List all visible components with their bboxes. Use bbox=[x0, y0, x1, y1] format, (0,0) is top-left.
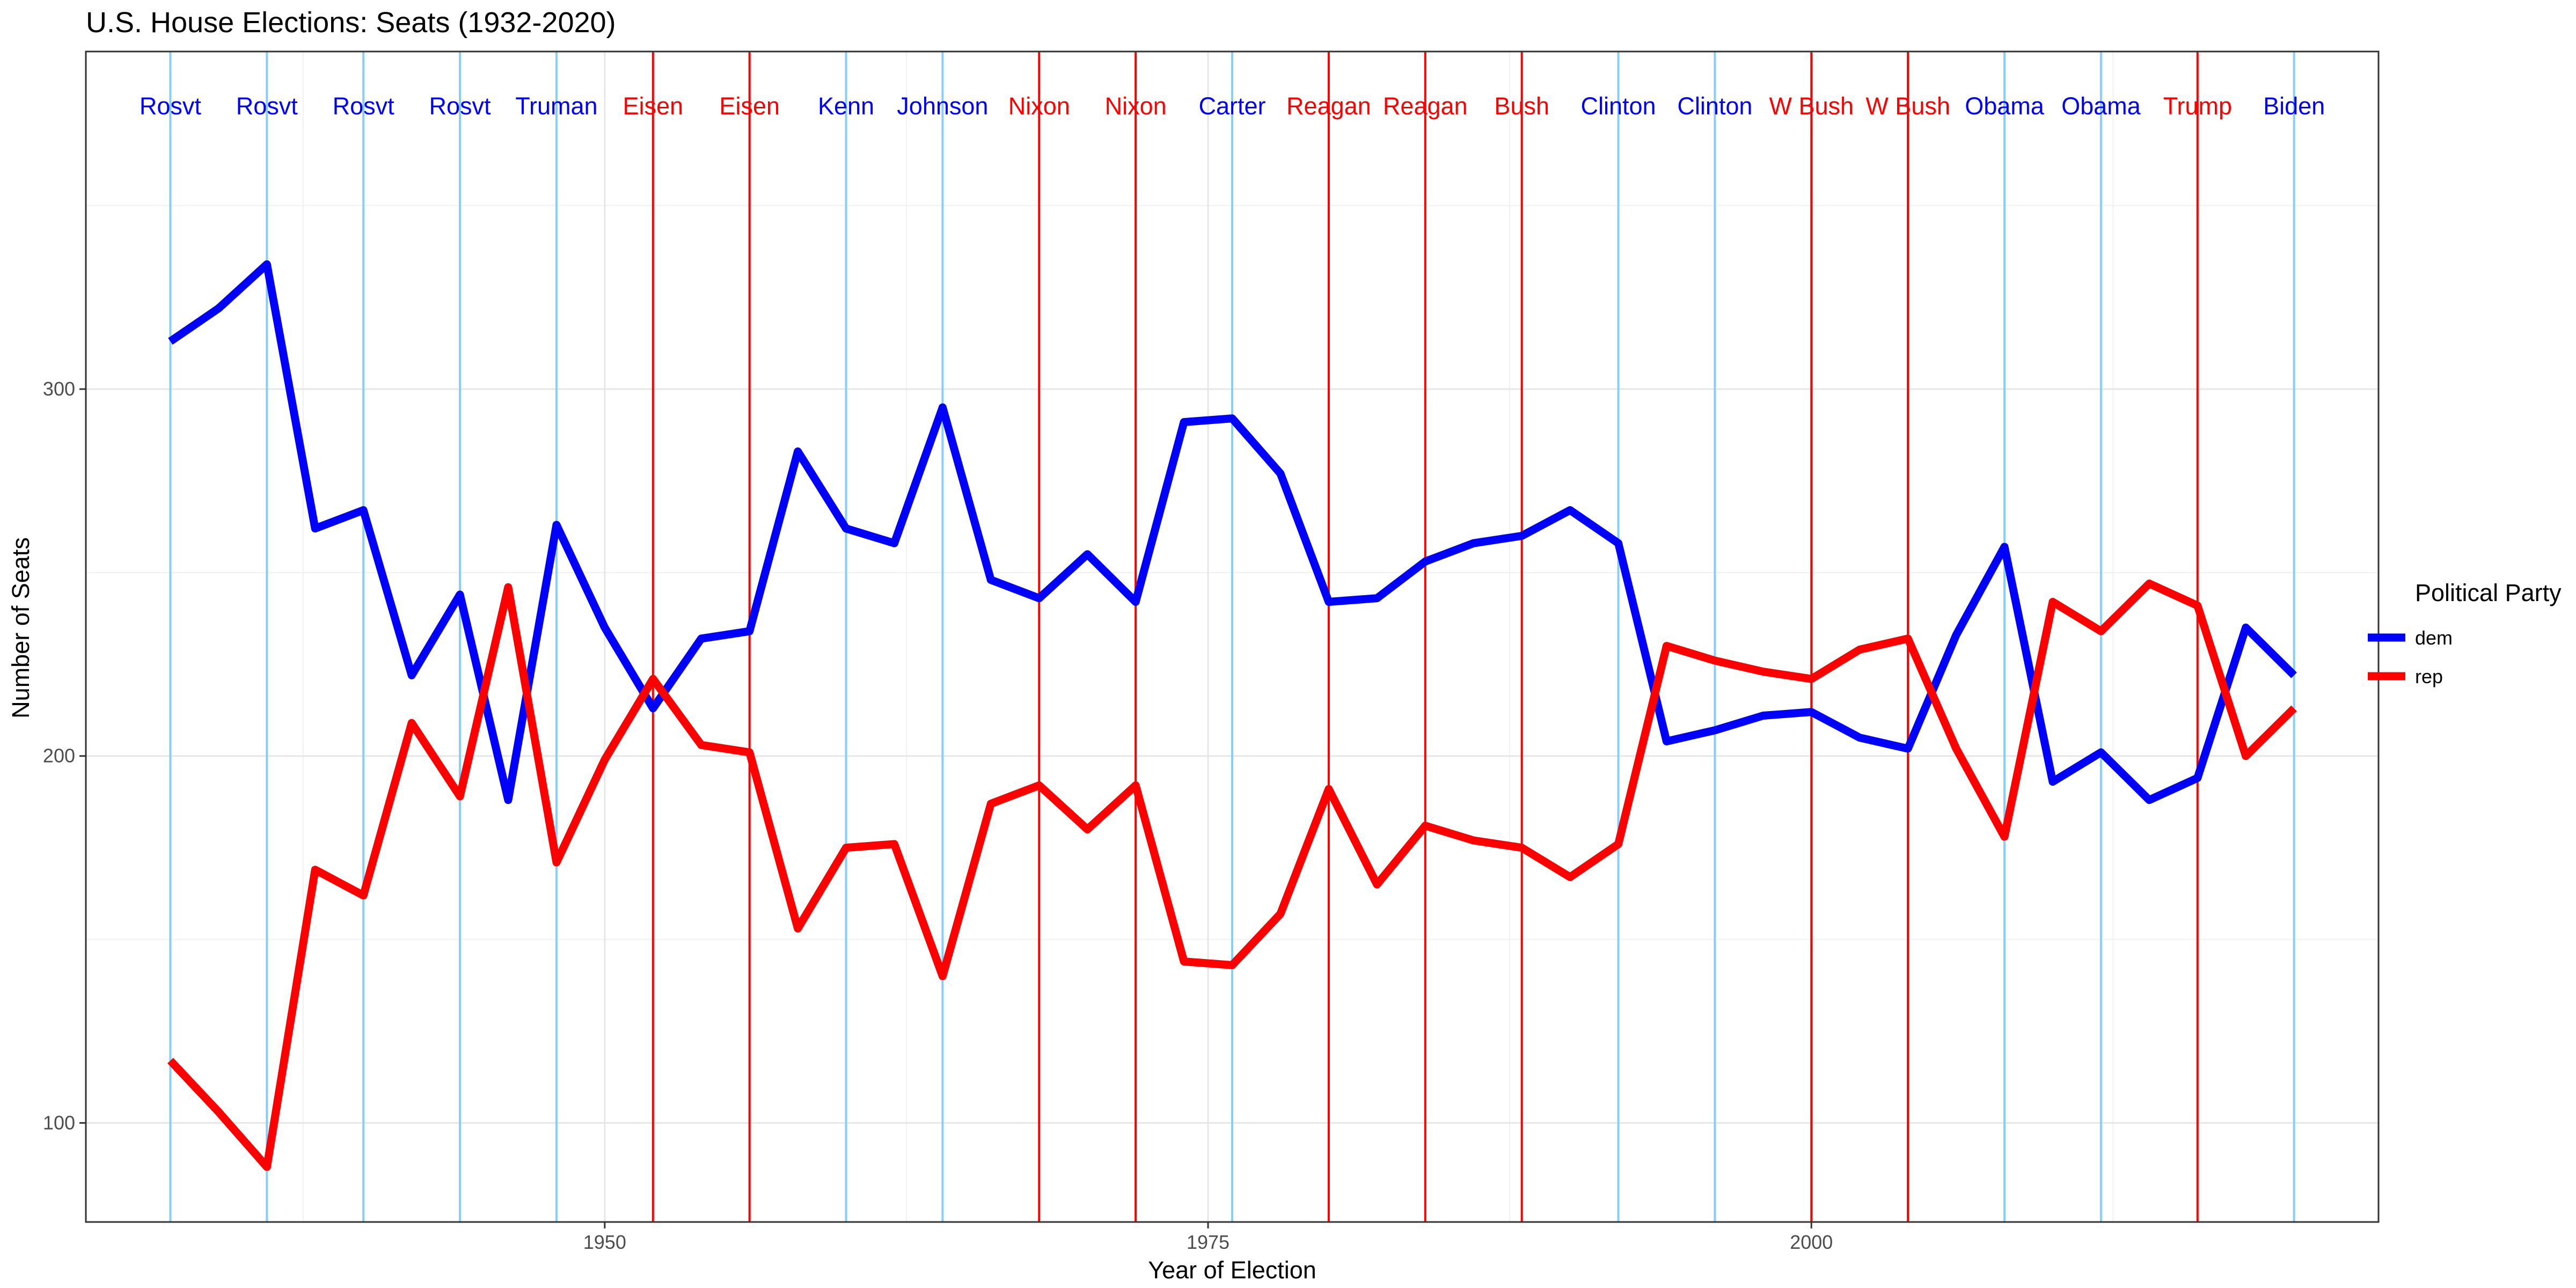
x-tick-label: 1975 bbox=[1187, 1231, 1230, 1253]
president-label-1988: Bush bbox=[1494, 92, 1549, 120]
president-label-1992: Clinton bbox=[1580, 92, 1656, 120]
president-label-2000: W Bush bbox=[1769, 92, 1854, 120]
axis-layer: 100 200 300 1950 1975 2000 bbox=[43, 378, 1833, 1253]
legend: Political Party dem rep bbox=[2368, 579, 2562, 687]
y-tick-label: 200 bbox=[43, 745, 75, 767]
president-label-1972: Nixon bbox=[1105, 92, 1167, 120]
president-label-2020: Biden bbox=[2263, 92, 2325, 120]
y-axis-title: Number of Seats bbox=[7, 537, 34, 719]
president-label-1968: Nixon bbox=[1008, 92, 1070, 120]
x-axis-title: Year of Election bbox=[1148, 1256, 1316, 1284]
president-label-2012: Obama bbox=[2061, 92, 2141, 120]
legend-label-dem: dem bbox=[2415, 627, 2453, 649]
president-label-2004: W Bush bbox=[1865, 92, 1950, 120]
y-tick-label: 100 bbox=[43, 1111, 75, 1133]
president-label-1948: Truman bbox=[515, 92, 597, 120]
x-tick-label: 1950 bbox=[583, 1231, 626, 1253]
president-labels: Rosvt Rosvt Rosvt Rosvt Truman Eisen Eisen Kenn… bbox=[140, 92, 2325, 120]
president-label-1984: Reagan bbox=[1383, 92, 1468, 120]
president-label-1980: Reagan bbox=[1286, 92, 1371, 120]
president-label-1952: Eisen bbox=[623, 92, 683, 120]
president-label-1964: Johnson bbox=[897, 92, 988, 120]
president-label-1932: Rosvt bbox=[140, 92, 202, 120]
president-label-1960: Kenn bbox=[818, 92, 874, 120]
president-label-1976: Carter bbox=[1198, 92, 1265, 120]
president-label-1996: Clinton bbox=[1677, 92, 1752, 120]
president-label-1956: Eisen bbox=[719, 92, 780, 120]
president-lines bbox=[169, 52, 2295, 1222]
legend-label-rep: rep bbox=[2415, 665, 2443, 687]
president-label-1940: Rosvt bbox=[333, 92, 395, 120]
president-label-2016: Trump bbox=[2163, 92, 2232, 120]
x-tick-label: 2000 bbox=[1790, 1231, 1833, 1253]
series-layer bbox=[167, 260, 2297, 1171]
chart-title: U.S. House Elections: Seats (1932-2020) bbox=[86, 6, 616, 39]
series-line-rep bbox=[167, 579, 2297, 1171]
president-label-1936: Rosvt bbox=[236, 92, 298, 120]
president-label-1944: Rosvt bbox=[429, 92, 491, 120]
y-tick-label: 300 bbox=[43, 378, 75, 400]
legend-title: Political Party bbox=[2415, 579, 2562, 606]
series-line-dem bbox=[168, 260, 2297, 804]
president-label-2008: Obama bbox=[1965, 92, 2045, 120]
